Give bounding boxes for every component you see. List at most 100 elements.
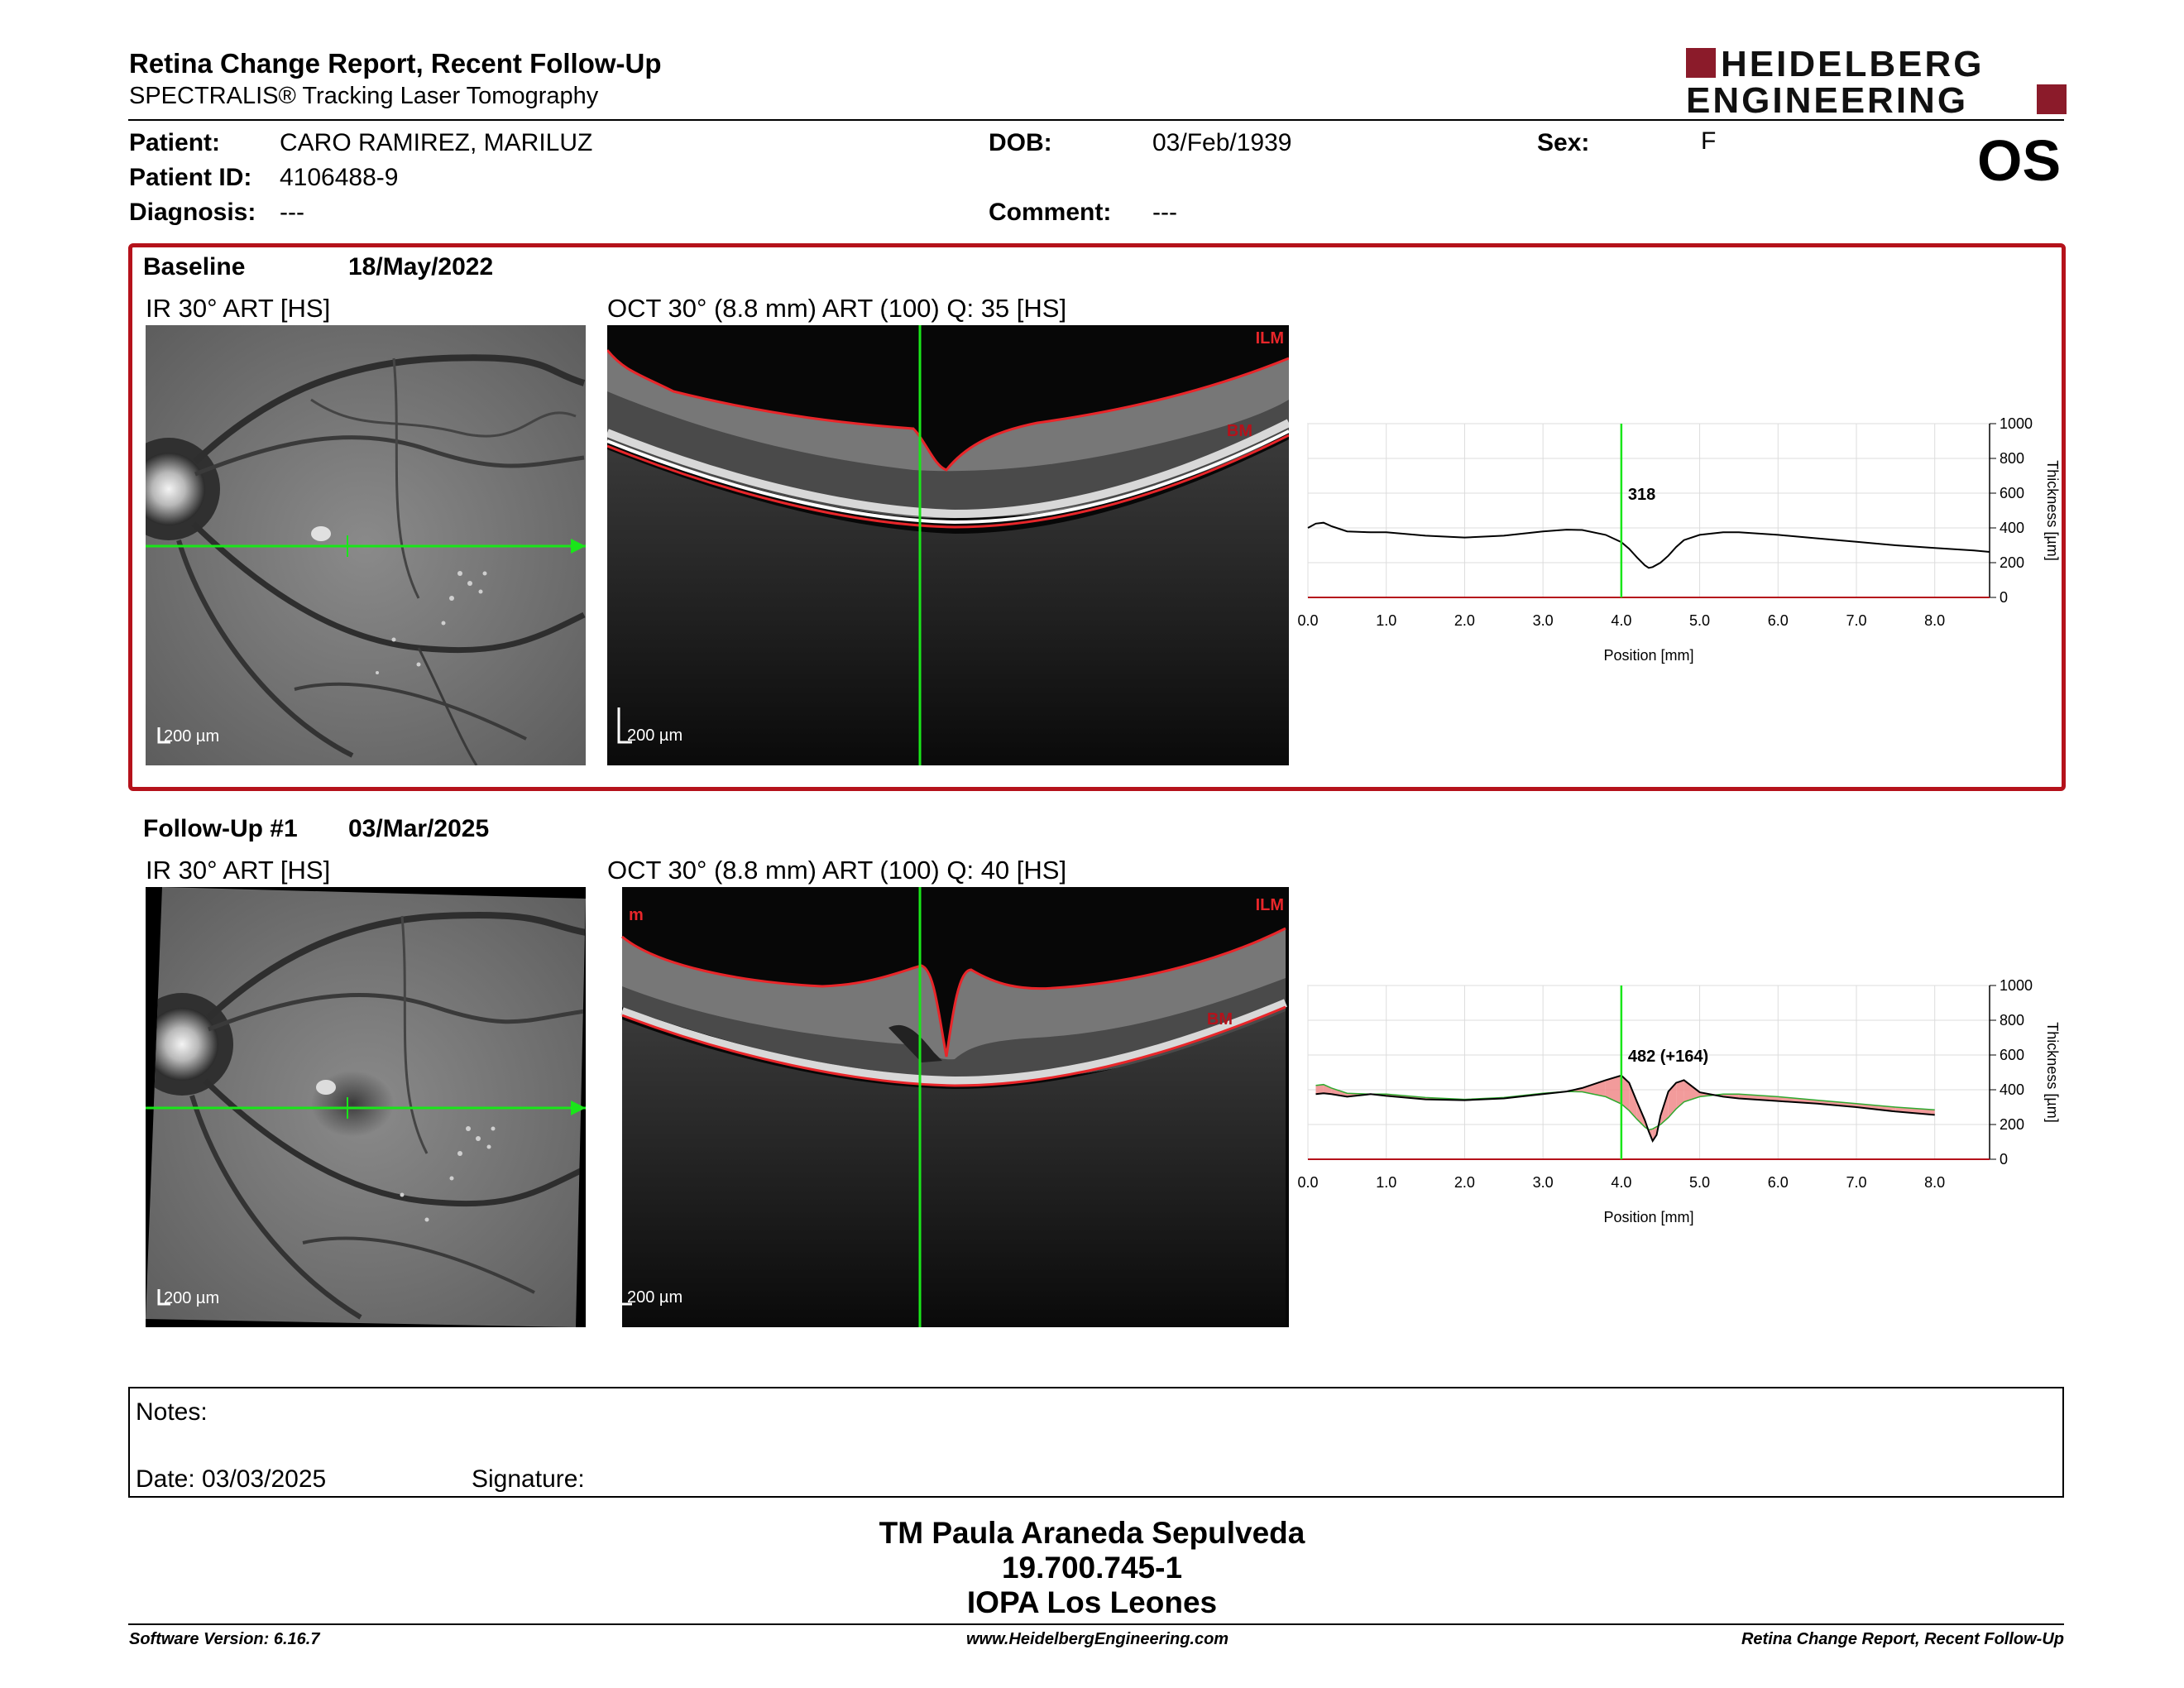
- thickness-line: [1315, 1074, 1935, 1144]
- signer-name: TM Paula Araneda Sepulveda: [879, 1516, 1305, 1550]
- report-subtitle: SPECTRALIS® Tracking Laser Tomography: [129, 83, 599, 109]
- x-tick-label: 1.0: [1376, 612, 1396, 629]
- y-tick-label: 600: [2000, 1047, 2024, 1063]
- y-tick-label: 600: [2000, 485, 2024, 501]
- change-area-segment: [1856, 1103, 1896, 1112]
- report-title: Retina Change Report, Recent Follow-Up: [129, 48, 662, 79]
- patient-label: Patient:: [129, 129, 221, 156]
- thickness-readout: 482 (+164): [1628, 1048, 1708, 1066]
- patient-id: 4106488-9: [280, 164, 399, 191]
- baseline-label: Baseline: [143, 253, 246, 281]
- signer-id: 19.700.745-1: [1001, 1551, 1183, 1585]
- signature-label: Signature:: [472, 1465, 585, 1493]
- y-tick-label: 1000: [2000, 415, 2033, 432]
- baseline-ir-caption: IR 30° ART [HS]: [146, 294, 331, 323]
- baseline-ilm-label: ILM: [1256, 329, 1284, 348]
- heidelberg-logo: HEIDELBERG ENGINEERING: [1684, 44, 2068, 121]
- y-axis-label: Thickness [µm]: [2044, 460, 2061, 560]
- notes-date: Date: 03/03/2025: [136, 1465, 327, 1493]
- comment-label: Comment:: [989, 199, 1112, 226]
- followup-oct-image[interactable]: ILM BM m 200 µm: [607, 887, 1289, 1327]
- x-tick-label: 1.0: [1376, 1174, 1396, 1191]
- notes-label: Notes:: [136, 1398, 208, 1426]
- software-version: Software Version: 6.16.7: [129, 1630, 320, 1648]
- dob-value: 03/Feb/1939: [1152, 129, 1292, 156]
- baseline-oct-scale: 200 µm: [627, 727, 682, 745]
- logo-line2: ENGINEERING: [1686, 80, 1968, 116]
- y-tick-label: 0: [2000, 1151, 2008, 1168]
- y-tick-label: 800: [2000, 1012, 2024, 1029]
- followup-corner-label: m: [629, 906, 644, 924]
- patient-name: CARO RAMIREZ, MARILUZ: [280, 129, 593, 156]
- followup-ilm-label: ILM: [1256, 896, 1284, 914]
- thickness-readout: 318: [1628, 486, 1655, 504]
- x-tick-label: 5.0: [1689, 612, 1710, 629]
- change-area-segment: [1676, 1080, 1684, 1110]
- y-tick-label: 200: [2000, 1116, 2024, 1133]
- x-axis-label: Position [mm]: [1603, 647, 1693, 664]
- baseline-thickness-plot: 0.0 1.0 2.0 3.0 4.0 5.0 6.0 7.0 8.0 0 200 400 600 800…: [1297, 415, 2061, 664]
- followup-ir-image[interactable]: 200 µm: [146, 887, 586, 1327]
- y-tick-label: 400: [2000, 1081, 2024, 1098]
- change-area-segment: [1895, 1107, 1935, 1115]
- baseline-reference-line: [1315, 1083, 1935, 1131]
- baseline-thickness-chart: 0.0 1.0 2.0 3.0 4.0 5.0 6.0 7.0 8.0 0 200 400 600 800…: [1295, 405, 2081, 679]
- x-tick-label: 7.0: [1846, 1174, 1866, 1191]
- y-tick-label: 1000: [2000, 977, 2033, 994]
- x-tick-label: 4.0: [1611, 612, 1631, 629]
- sex-value: F: [1701, 127, 1717, 155]
- change-area-segment: [1323, 1084, 1332, 1095]
- change-area-segment: [1645, 1120, 1649, 1132]
- patient-id-label: Patient ID:: [129, 164, 252, 191]
- change-area-segment: [1778, 1096, 1818, 1104]
- sex-label: Sex:: [1537, 129, 1590, 156]
- diagnosis-value: ---: [280, 199, 304, 226]
- x-tick-label: 6.0: [1768, 1174, 1789, 1191]
- notes-box[interactable]: [128, 1387, 2064, 1498]
- comment-value: ---: [1152, 199, 1177, 226]
- x-tick-label: 2.0: [1454, 612, 1475, 629]
- logo-line1: HEIDELBERG: [1721, 45, 1984, 84]
- followup-date: 03/Mar/2025: [348, 815, 490, 842]
- baseline-bm-label: BM: [1227, 422, 1252, 440]
- baseline-date: 18/May/2022: [348, 253, 494, 281]
- change-area-segment: [1684, 1080, 1700, 1102]
- change-area-segment: [1668, 1082, 1677, 1118]
- dob-label: DOB:: [989, 129, 1052, 156]
- followup-ir-caption: IR 30° ART [HS]: [146, 856, 331, 885]
- baseline-ir-image[interactable]: 200 µm: [117, 325, 586, 766]
- change-area-segment: [1629, 1082, 1637, 1120]
- baseline-section: [128, 243, 2066, 791]
- x-tick-label: 8.0: [1924, 1174, 1945, 1191]
- change-area-segment: [1605, 1075, 1621, 1105]
- y-tick-label: 400: [2000, 520, 2024, 536]
- plot-frame: [1307, 423, 1990, 598]
- signer-org: IOPA Los Leones: [966, 1585, 1218, 1619]
- y-tick-label: 0: [2000, 589, 2008, 606]
- followup-oct-caption: OCT 30° (8.8 mm) ART (100) Q: 40 [HS]: [607, 856, 1067, 885]
- x-tick-label: 0.0: [1297, 612, 1318, 629]
- x-tick-label: 3.0: [1533, 612, 1554, 629]
- eye-indicator: OS: [1977, 128, 2062, 193]
- baseline-ir-scale: 200 µm: [164, 727, 219, 746]
- x-axis-label: Position [mm]: [1603, 1209, 1693, 1225]
- y-tick-label: 200: [2000, 554, 2024, 571]
- baseline-oct-image[interactable]: ILM BM 200 µm: [606, 325, 1291, 765]
- baseline-oct-caption: OCT 30° (8.8 mm) ART (100) Q: 35 [HS]: [607, 294, 1067, 323]
- x-tick-label: 3.0: [1533, 1174, 1554, 1191]
- x-tick-label: 4.0: [1611, 1174, 1631, 1191]
- followup-label: Follow-Up #1: [143, 815, 298, 842]
- followup-thickness-plot: 0.0 1.0 2.0 3.0 4.0 5.0 6.0 7.0 8.0 0 200 400 600 800…: [1297, 977, 2061, 1225]
- change-area-segment: [1621, 1075, 1630, 1111]
- x-tick-label: 7.0: [1846, 612, 1866, 629]
- change-area-segment: [1738, 1094, 1779, 1101]
- change-area-segment: [1817, 1100, 1856, 1107]
- followup-oct-scale: 200 µm: [627, 1288, 682, 1307]
- y-axis-label: Thickness [µm]: [2044, 1022, 2061, 1122]
- followup-bm-label: BM: [1207, 1010, 1233, 1029]
- change-area-segment: [1652, 1126, 1657, 1141]
- x-tick-label: 0.0: [1297, 1174, 1318, 1191]
- website-link[interactable]: www.HeidelbergEngineering.com: [966, 1630, 1229, 1648]
- x-tick-label: 8.0: [1924, 612, 1945, 629]
- diagnosis-label: Diagnosis:: [129, 199, 256, 226]
